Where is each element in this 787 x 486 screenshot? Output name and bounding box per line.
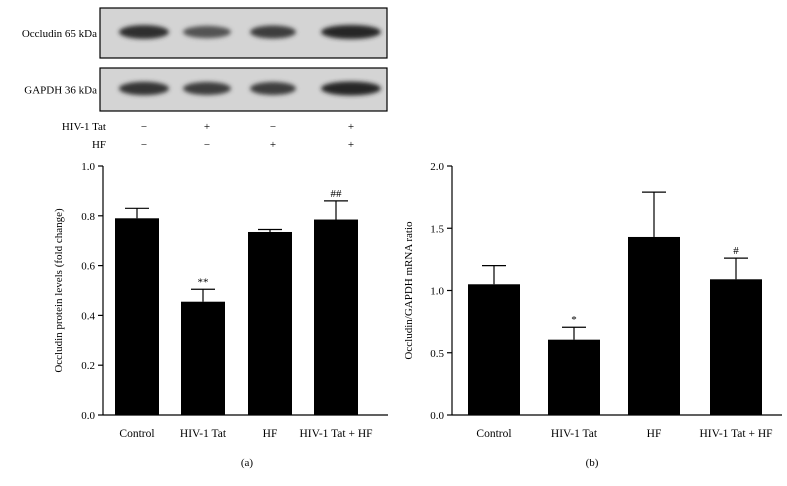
- bar: [248, 231, 292, 415]
- significance-mark: *: [571, 314, 577, 326]
- bar: [181, 301, 225, 415]
- x-tick-label: HIV-1 Tat + HF: [699, 428, 772, 440]
- chart-panel-b: 0.0 0.5 1.0 1.5 2.0 Occludin/GAPDH mRNA ratio…: [403, 161, 782, 469]
- x-tick-label: HIV-1 Tat: [180, 428, 227, 440]
- significance-mark: #: [733, 245, 739, 257]
- x-tick-label: Control: [119, 428, 154, 440]
- panel-label: (a): [241, 457, 254, 469]
- y-axis-label: Occludin/GAPDH mRNA ratio: [403, 221, 415, 360]
- y-tick-label: 0.0: [430, 410, 444, 422]
- y-tick-label: 0.0: [81, 410, 95, 422]
- treatment-sign: −: [204, 139, 210, 151]
- y-tick-label: 1.0: [81, 161, 95, 173]
- treatment-sign: −: [141, 121, 147, 133]
- chart-panel-a: 0.0 0.2 0.4 0.6 0.8 1.0 Occludin protein level…: [53, 161, 388, 469]
- bar: [628, 236, 680, 415]
- y-tick-label: 0.4: [81, 310, 95, 322]
- x-tick-label: HF: [263, 428, 278, 440]
- blot-band: [119, 81, 169, 96]
- treatment-sign: −: [270, 121, 276, 133]
- treatment-label: HF: [92, 139, 106, 151]
- treatment-label: HIV-1 Tat: [62, 121, 106, 133]
- blot-row-label: GAPDH 36 kDa: [24, 85, 97, 97]
- blot-band: [321, 25, 381, 39]
- significance-mark: ##: [331, 188, 343, 200]
- bar: [314, 219, 358, 415]
- blot-band: [183, 81, 231, 96]
- blot-band: [183, 25, 231, 39]
- bar: [468, 284, 520, 415]
- y-tick-label: 0.2: [81, 360, 95, 372]
- y-axis-label: Occludin protein levels (fold change): [53, 208, 65, 373]
- panel-label: (b): [586, 457, 599, 469]
- treatment-sign: +: [348, 139, 354, 151]
- blot-band: [119, 25, 169, 39]
- significance-mark: **: [198, 276, 209, 288]
- y-tick-label: 1.5: [430, 223, 444, 235]
- blot-row-label: Occludin 65 kDa: [22, 28, 97, 40]
- bar: [548, 339, 600, 415]
- treatment-sign: +: [204, 121, 210, 133]
- bar: [115, 218, 159, 415]
- y-tick-label: 0.8: [81, 211, 95, 223]
- blot-band: [321, 81, 381, 96]
- bar: [710, 279, 762, 415]
- treatment-sign: +: [270, 139, 276, 151]
- treatment-sign: −: [141, 139, 147, 151]
- y-tick-label: 0.6: [81, 261, 95, 273]
- y-tick-label: 1.0: [430, 286, 444, 298]
- y-tick-label: 2.0: [430, 161, 444, 173]
- x-tick-label: HIV-1 Tat + HF: [299, 428, 372, 440]
- x-tick-label: Control: [476, 428, 511, 440]
- western-blot: Occludin 65 kDa GAPDH 36 kDa HIV-1 Tat − + − +…: [22, 7, 388, 151]
- x-tick-label: HF: [647, 428, 662, 440]
- treatment-sign: +: [348, 121, 354, 133]
- y-tick-label: 0.5: [430, 348, 444, 360]
- blot-band: [250, 25, 296, 39]
- x-tick-label: HIV-1 Tat: [551, 428, 598, 440]
- blot-band: [250, 81, 296, 96]
